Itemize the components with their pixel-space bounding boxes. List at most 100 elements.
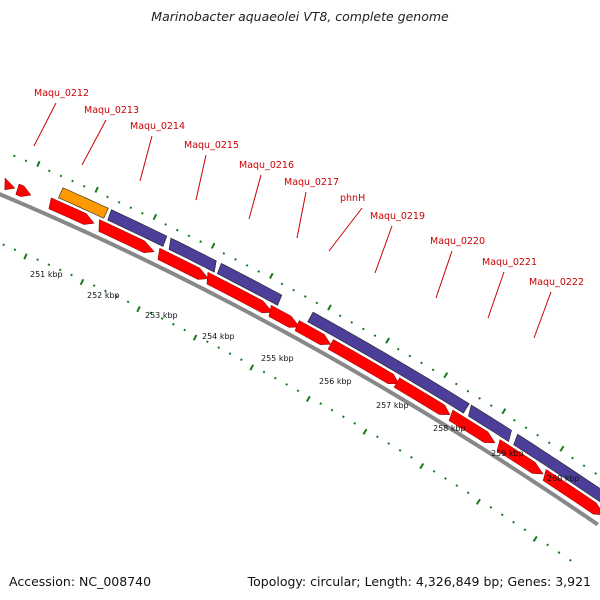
- inner-tick-mark: [466, 491, 470, 495]
- gene-label: phnH: [340, 193, 365, 204]
- inner-tick-mark: [330, 408, 334, 412]
- outer-tick-mark: [36, 160, 41, 168]
- inner-tick-mark: [285, 383, 289, 386]
- outer-tick-mark: [222, 252, 226, 255]
- gene-label: Maqu_0219: [370, 211, 425, 222]
- scale-label: 260 kbp: [547, 474, 580, 483]
- scale-label: 258 kbp: [433, 424, 466, 433]
- cds-arrow: [496, 439, 544, 475]
- outer-tick-mark: [257, 270, 261, 273]
- label-leader-line: [139, 135, 153, 182]
- inner-tick-mark: [353, 421, 357, 425]
- outer-tick-mark: [524, 426, 528, 430]
- outer-tick-mark: [489, 404, 493, 407]
- outer-tick-mark: [106, 195, 109, 199]
- outer-tick-mark: [478, 396, 481, 400]
- outer-tick-mark: [338, 314, 342, 318]
- label-leader-line: [435, 250, 453, 299]
- outer-tick-mark: [141, 211, 144, 215]
- outer-tick-mark: [559, 445, 565, 452]
- scale-label: 255 kbp: [261, 354, 294, 363]
- inner-tick-mark: [341, 415, 345, 419]
- cds-arrow: [393, 377, 451, 415]
- scale-label: 259 kbp: [491, 449, 524, 458]
- cds-arrow: [294, 320, 332, 345]
- genome-backbone: [0, 192, 599, 527]
- cds-arrow: [15, 183, 32, 197]
- outer-tick-mark: [175, 228, 179, 232]
- label-leader-line: [328, 207, 363, 252]
- outer-tick-mark: [582, 464, 586, 468]
- cds-arrow: [206, 271, 274, 314]
- gene-bar: [513, 433, 600, 503]
- outer-tick-mark: [443, 372, 449, 379]
- cds-arrow: [4, 177, 16, 191]
- outer-tick-mark: [466, 389, 470, 393]
- inner-tick-mark: [160, 317, 164, 320]
- outer-tick-mark: [315, 301, 319, 305]
- outer-tick-mark: [234, 258, 237, 261]
- outer-tick-mark: [362, 327, 365, 331]
- outer-tick-mark: [408, 354, 412, 358]
- map-title: Marinobacter aquaeolei VT8, complete gen…: [151, 9, 449, 24]
- inner-tick-mark: [557, 551, 561, 554]
- outer-tick-mark: [82, 184, 86, 188]
- label-leader-line: [374, 225, 393, 274]
- gene-label: Maqu_0212: [34, 88, 89, 99]
- label-leader-line: [533, 291, 552, 339]
- label-leader-line: [81, 119, 107, 166]
- outer-tick-mark: [117, 200, 121, 204]
- outer-tick-mark: [513, 418, 516, 422]
- inner-tick-mark: [444, 477, 447, 480]
- outer-tick-mark: [59, 174, 63, 178]
- outer-tick-mark: [547, 441, 551, 445]
- cds-arrow: [327, 339, 400, 385]
- inner-tick-mark: [512, 520, 515, 524]
- inner-tick-mark: [262, 370, 266, 374]
- inner-tick-mark: [228, 352, 232, 355]
- outer-tick-mark: [94, 186, 99, 193]
- inner-tick-mark: [306, 395, 311, 403]
- outer-tick-mark: [327, 304, 332, 311]
- inner-tick-mark: [523, 528, 527, 532]
- inner-tick-mark: [183, 328, 187, 332]
- inner-tick-mark: [136, 305, 141, 313]
- genome-summary-text: Topology: circular; Length: 4,326,849 bp…: [247, 574, 591, 589]
- inner-tick-mark: [319, 402, 323, 405]
- inner-tick-mark: [239, 358, 243, 362]
- cds-arrow: [268, 304, 301, 328]
- cds-arrow: [542, 469, 600, 515]
- inner-tick-mark: [79, 278, 85, 286]
- outer-tick-mark: [24, 159, 28, 163]
- outer-tick-mark: [71, 179, 74, 183]
- inner-tick-mark: [362, 428, 368, 435]
- gene-label: Maqu_0216: [239, 160, 294, 171]
- outer-tick-mark: [431, 368, 435, 372]
- inner-tick-mark: [376, 435, 379, 439]
- gene-label: Maqu_0222: [529, 277, 584, 288]
- scale-label: 257 kbp: [376, 401, 409, 410]
- inner-tick-mark: [546, 543, 550, 547]
- inner-tick-mark: [36, 258, 39, 261]
- inner-tick-mark: [532, 535, 538, 542]
- inner-tick-mark: [489, 506, 493, 509]
- outer-tick-mark: [187, 234, 191, 238]
- gene-bar-highlight: [58, 187, 109, 219]
- inner-tick-mark: [172, 322, 175, 326]
- outer-tick-mark: [350, 320, 354, 324]
- scale-label: 256 kbp: [319, 377, 352, 386]
- inner-tick-mark: [568, 558, 572, 562]
- inner-tick-mark: [58, 268, 62, 272]
- outer-tick-mark: [47, 169, 51, 173]
- outer-tick-mark: [454, 382, 458, 386]
- outer-tick-mark: [199, 240, 202, 243]
- inner-tick-mark: [387, 442, 391, 445]
- outer-tick-mark: [303, 295, 307, 298]
- inner-tick-mark: [104, 289, 107, 293]
- gene-label: Maqu_0213: [84, 105, 139, 116]
- outer-tick-mark: [536, 433, 539, 437]
- inner-tick-mark: [92, 284, 96, 287]
- scale-label: 251 kbp: [30, 270, 63, 279]
- outer-tick-mark: [373, 334, 377, 338]
